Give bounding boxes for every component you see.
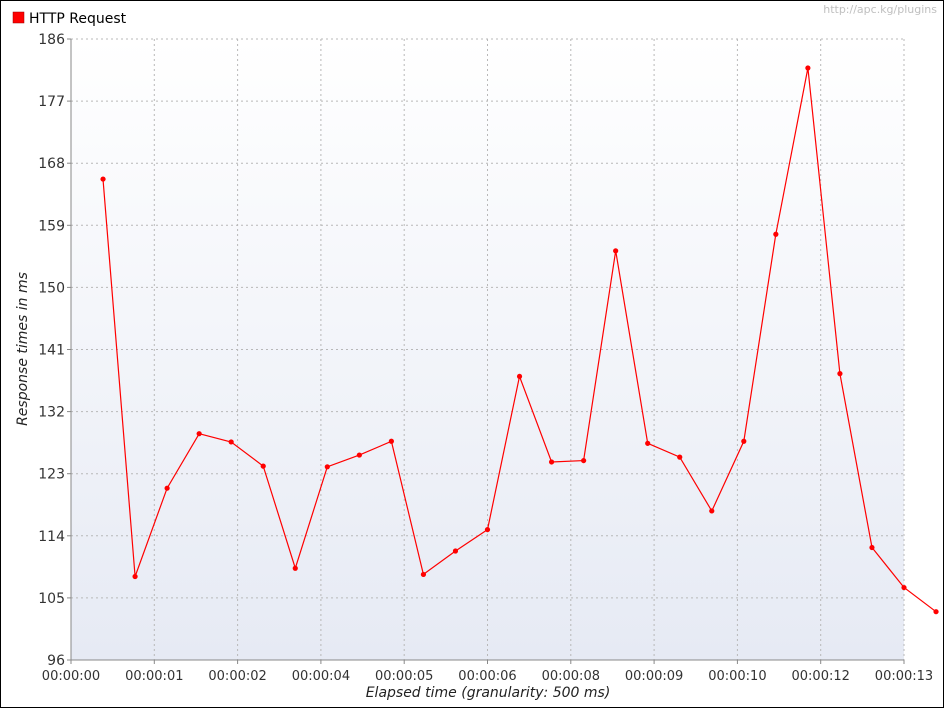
- data-point: [613, 248, 619, 254]
- data-point: [260, 463, 266, 469]
- data-point: [581, 457, 587, 464]
- y-tick-labels: 96 105 114 123 132 141 150 159 168 177 186: [38, 32, 65, 669]
- y-tick-label: 150: [38, 280, 65, 296]
- data-point: [677, 454, 683, 460]
- y-tick-label: 186: [38, 32, 65, 48]
- x-tick-label: 00:00:02: [208, 669, 266, 684]
- y-axis-title: Response times in ms: [15, 272, 31, 426]
- y-tick-label: 132: [38, 405, 65, 421]
- data-point: [837, 371, 843, 377]
- data-point: [196, 431, 202, 437]
- x-tick-label: 00:00:13: [875, 669, 933, 684]
- x-tick-label: 00:00:09: [625, 669, 683, 684]
- data-point: [324, 464, 330, 470]
- x-tick-label: 00:00:00: [42, 669, 100, 684]
- data-point: [901, 584, 907, 591]
- legend-label: HTTP Request: [29, 11, 127, 27]
- x-tick-label: 00:00:06: [458, 669, 516, 684]
- x-tick-label: 00:00:04: [292, 669, 350, 684]
- data-point: [452, 548, 459, 554]
- data-point: [516, 373, 523, 380]
- series-layer: [100, 65, 939, 615]
- grid-layer: [67, 38, 905, 664]
- x-axis-title: Elapsed time (granularity: 500 ms): [366, 685, 611, 701]
- y-tick-label: 96: [47, 653, 65, 669]
- y-tick-label: 168: [38, 156, 65, 172]
- x-tick-labels: 00:00:00 00:00:01 00:00:02 00:00:04 00:00:05…: [42, 669, 933, 684]
- data-point: [741, 438, 747, 444]
- x-tick-label: 00:00:10: [708, 669, 766, 684]
- data-point: [100, 176, 106, 182]
- x-tick-label: 00:00:08: [542, 669, 600, 684]
- data-point: [805, 65, 811, 71]
- legend-swatch: [12, 11, 25, 24]
- data-point: [709, 508, 715, 514]
- x-tick-label: 00:00:01: [125, 669, 183, 684]
- data-point: [869, 544, 875, 551]
- data-point: [132, 573, 138, 580]
- data-point: [773, 231, 779, 237]
- legend: HTTP Request: [12, 11, 127, 27]
- data-point: [228, 439, 234, 445]
- x-tick-label: 00:00:12: [792, 669, 850, 684]
- data-point: [548, 459, 555, 465]
- data-point: [484, 526, 491, 533]
- y-tick-label: 114: [38, 529, 65, 545]
- data-point: [356, 452, 362, 458]
- data-point: [933, 609, 939, 615]
- watermark: http://apc.kg/plugins: [823, 3, 937, 16]
- data-point: [388, 438, 394, 444]
- y-tick-label: 177: [38, 94, 65, 110]
- y-tick-label: 123: [38, 467, 65, 483]
- y-tick-label: 141: [38, 343, 65, 359]
- y-tick-label: 105: [38, 591, 65, 607]
- data-point: [420, 571, 427, 578]
- data-point: [292, 565, 298, 571]
- data-point: [645, 440, 651, 446]
- axes-layer: [70, 39, 904, 661]
- x-tick-label: 00:00:05: [375, 669, 433, 684]
- data-point: [164, 485, 170, 491]
- y-tick-label: 159: [38, 218, 65, 234]
